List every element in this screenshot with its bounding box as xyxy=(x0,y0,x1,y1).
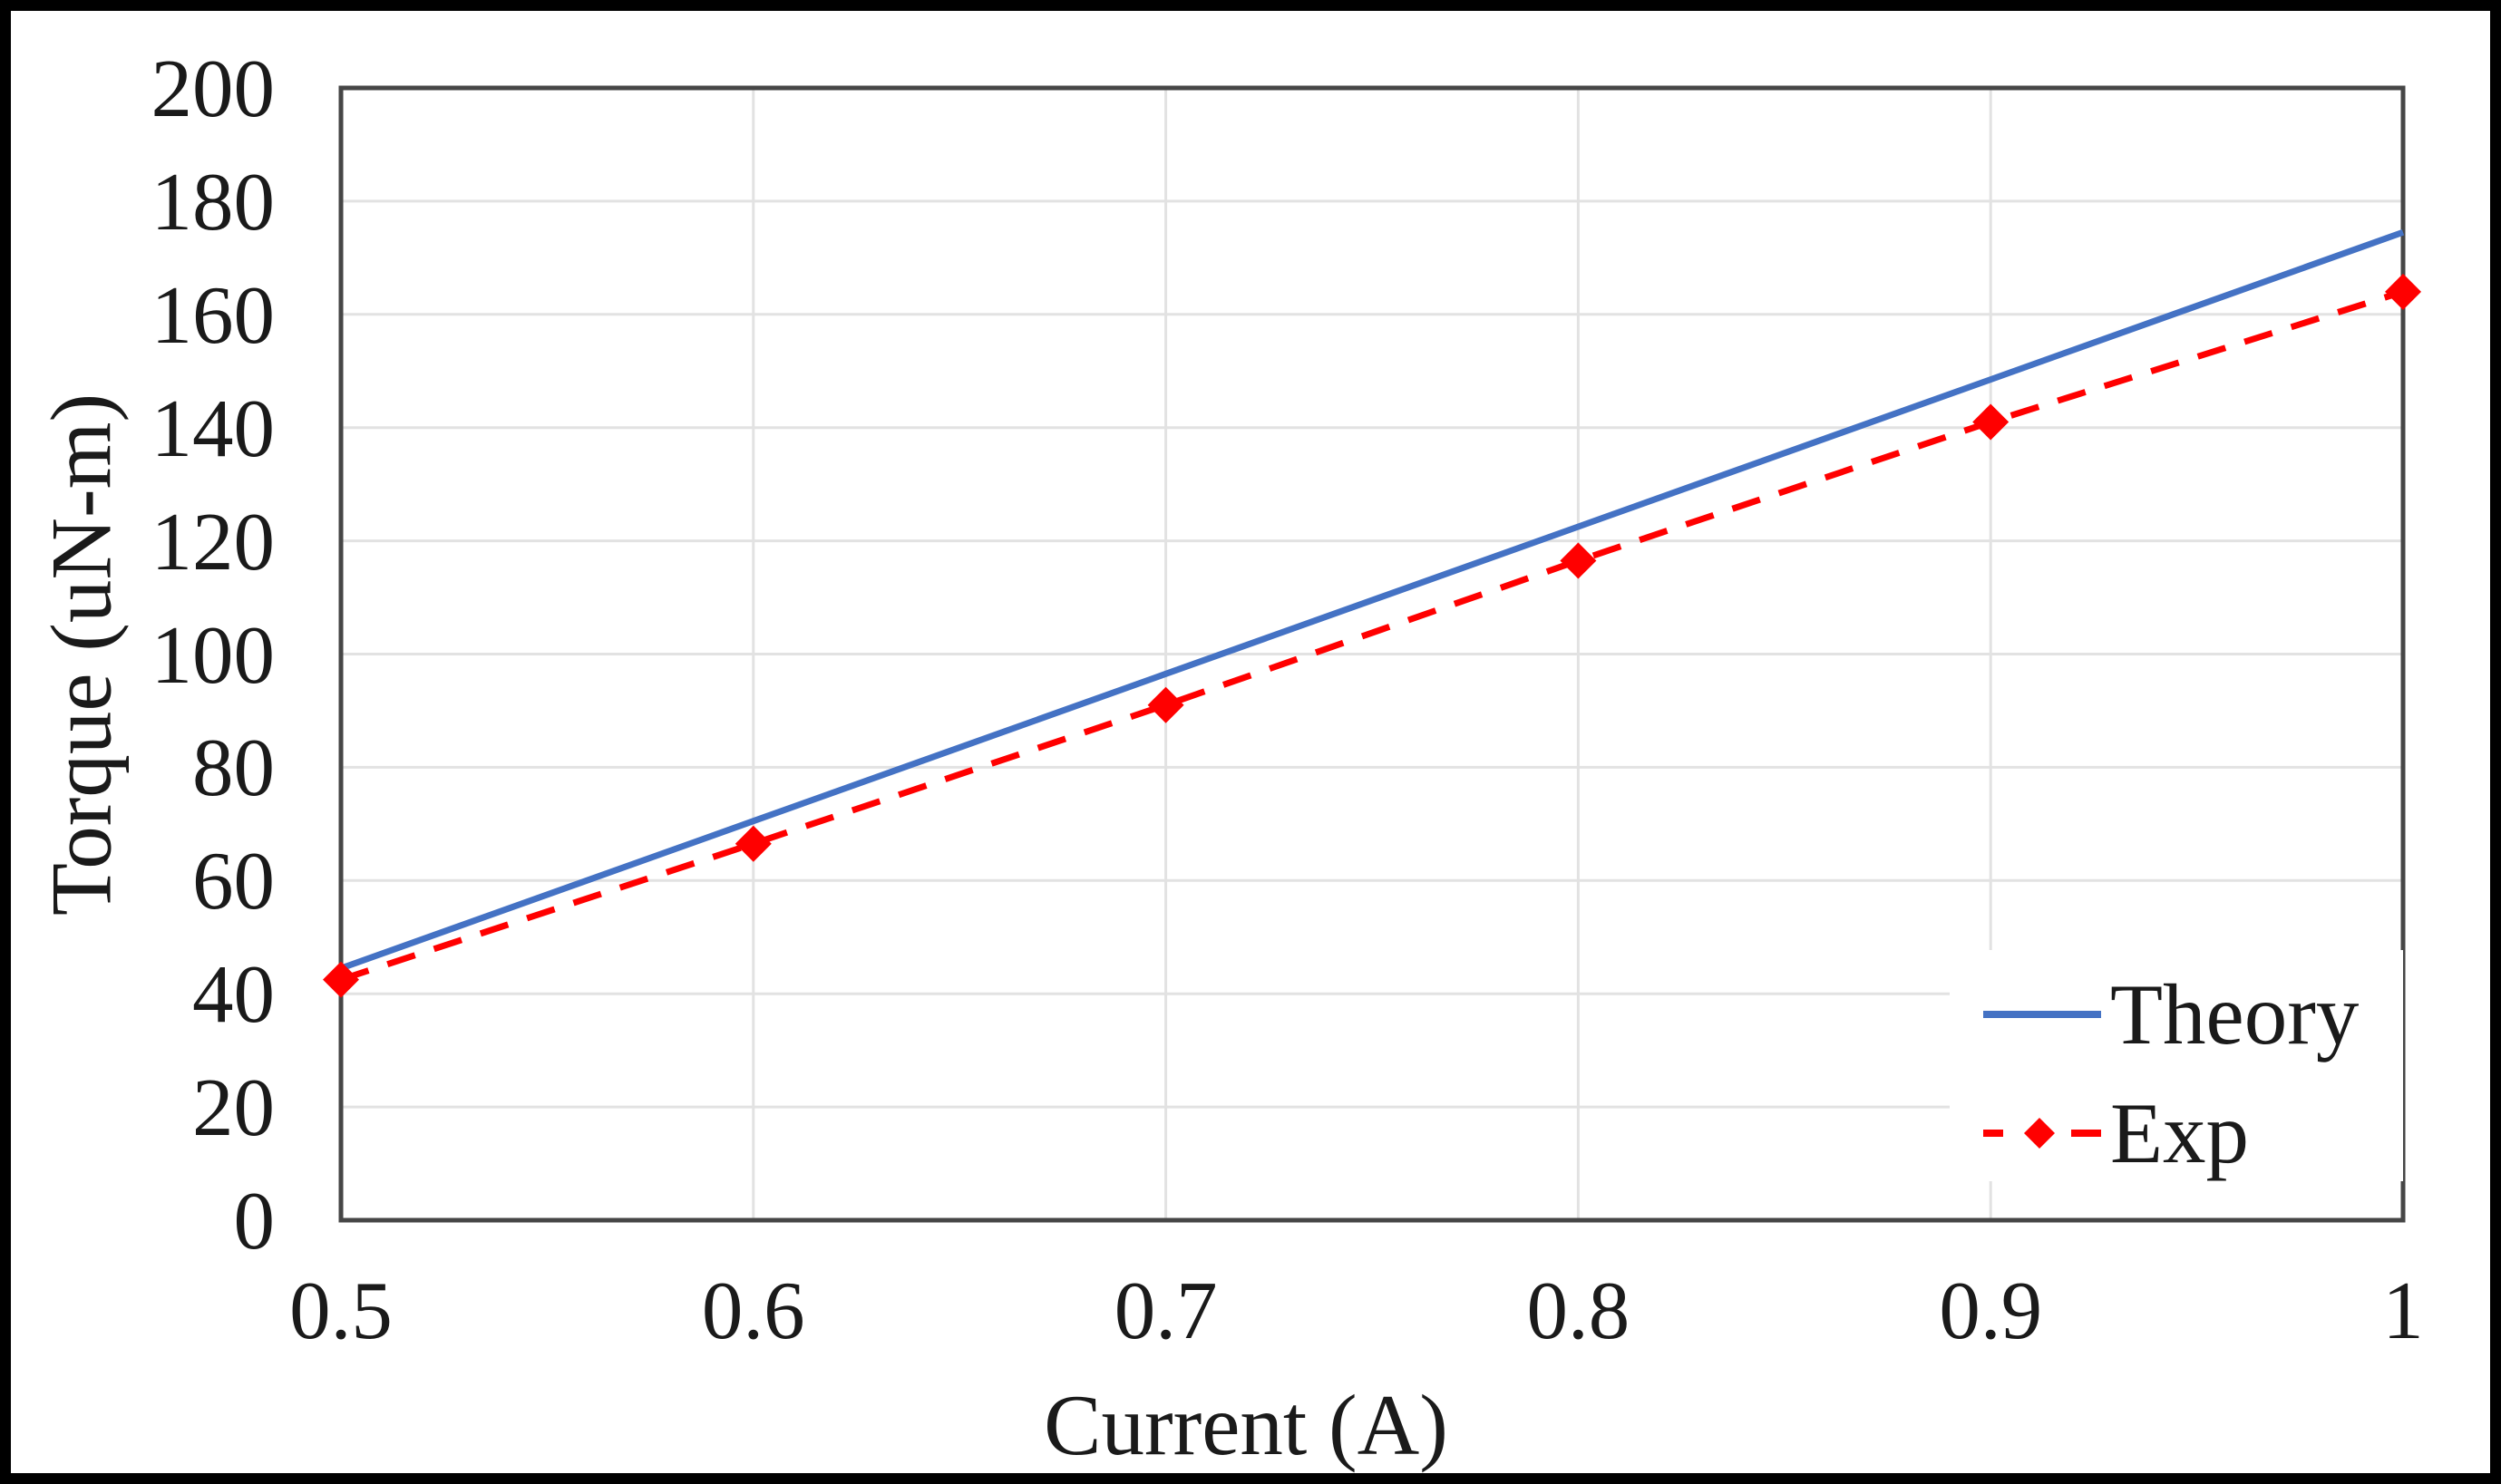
y-axis-title: Torque (uN-m) xyxy=(33,393,130,917)
x-tick-label: 1 xyxy=(2382,1265,2424,1356)
y-tick-label: 120 xyxy=(151,495,276,587)
theory-line-icon xyxy=(1983,1011,2101,1018)
legend: Theory Exp xyxy=(1950,950,2403,1181)
y-tick-label: 0 xyxy=(233,1175,276,1266)
y-tick-label: 200 xyxy=(151,43,276,134)
x-tick-label: 0.6 xyxy=(701,1265,805,1356)
y-tick-label: 20 xyxy=(192,1062,275,1154)
legend-item-theory: Theory xyxy=(1983,966,2403,1062)
y-tick-label: 100 xyxy=(151,608,276,701)
x-tick-label: 0.8 xyxy=(1526,1265,1630,1356)
x-tick-label: 0.7 xyxy=(1114,1265,1218,1356)
y-tick-label: 40 xyxy=(192,948,275,1041)
x-tick-label: 0.9 xyxy=(1939,1265,2043,1356)
x-axis-title: Current (A) xyxy=(1044,1377,1448,1473)
y-tick-label: 180 xyxy=(151,155,276,247)
y-tick-label: 80 xyxy=(192,722,275,814)
y-tick-label: 140 xyxy=(151,382,276,474)
legend-label-exp: Exp xyxy=(2110,1084,2250,1181)
y-tick-label: 160 xyxy=(151,268,276,361)
legend-label-theory: Theory xyxy=(2110,965,2360,1062)
x-tick-label: 0.5 xyxy=(289,1265,393,1356)
legend-item-exp: Exp xyxy=(1983,1085,2403,1181)
y-tick-label: 60 xyxy=(192,835,275,927)
exp-marker-icon xyxy=(1983,1118,2101,1149)
